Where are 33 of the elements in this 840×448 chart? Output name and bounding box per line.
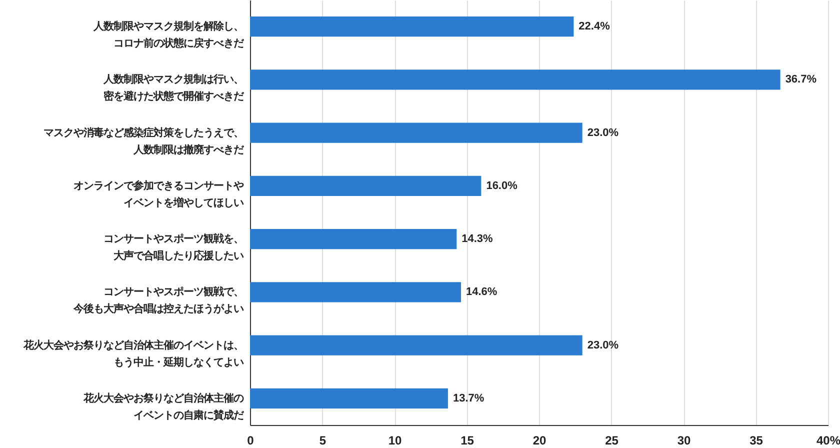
bar	[250, 335, 582, 356]
y-tick-label: オンラインで参加できるコンサートやイベントを増やしてほしい	[74, 180, 244, 209]
x-tick-label: 10	[388, 434, 402, 448]
x-tick-label: 20	[532, 434, 546, 448]
x-tick-label: 0	[247, 434, 254, 448]
bar	[250, 122, 582, 143]
data-label: 36.7%	[785, 74, 817, 86]
data-label: 16.0%	[486, 180, 518, 192]
data-label: 23.0%	[587, 339, 619, 352]
y-tick-label: 花火大会やお祭りなど自治体主催のイベントは、もう中止・延期しなくてよい	[22, 339, 244, 368]
data-label: 13.7%	[452, 392, 484, 404]
y-tick-label: 花火大会やお祭りなど自治体主催のイベントの自粛に賛成だ	[82, 392, 244, 422]
y-tick-label: コンサートやスポーツ観戦で、今後も大声や合唱は控えたほうがよい	[72, 286, 244, 316]
y-tick-label: 人数制限やマスク規制は行い、密を避けた状態で開催すべきだ	[102, 74, 244, 103]
bar	[250, 282, 461, 302]
y-tick-label: コンサートやスポーツ観戦を、大声で合唱したり応援したい	[104, 233, 244, 262]
bar	[250, 16, 574, 37]
x-tick-label: 40%	[816, 434, 840, 448]
data-label: 22.4%	[578, 20, 610, 33]
x-tick-label: 15	[460, 434, 474, 448]
data-label: 14.3%	[462, 233, 494, 246]
bar	[250, 70, 780, 90]
bar	[250, 388, 448, 409]
x-tick-label: 30	[677, 434, 691, 448]
x-tick-label: 25	[605, 434, 619, 448]
x-tick-label: 5	[319, 434, 326, 448]
data-label: 14.6%	[466, 286, 498, 298]
y-tick-label: マスクや消毒など感染症対策をしたうえで、人数制限は撤廃すべきだ	[44, 126, 244, 156]
bar	[250, 228, 457, 250]
x-tick-label: 35	[750, 434, 764, 448]
data-label: 23.0%	[587, 126, 619, 139]
y-tick-label: 人数制限やマスク規制を解除し、コロナ前の状態に戻すべきだ	[92, 20, 244, 50]
bar	[250, 176, 482, 196]
